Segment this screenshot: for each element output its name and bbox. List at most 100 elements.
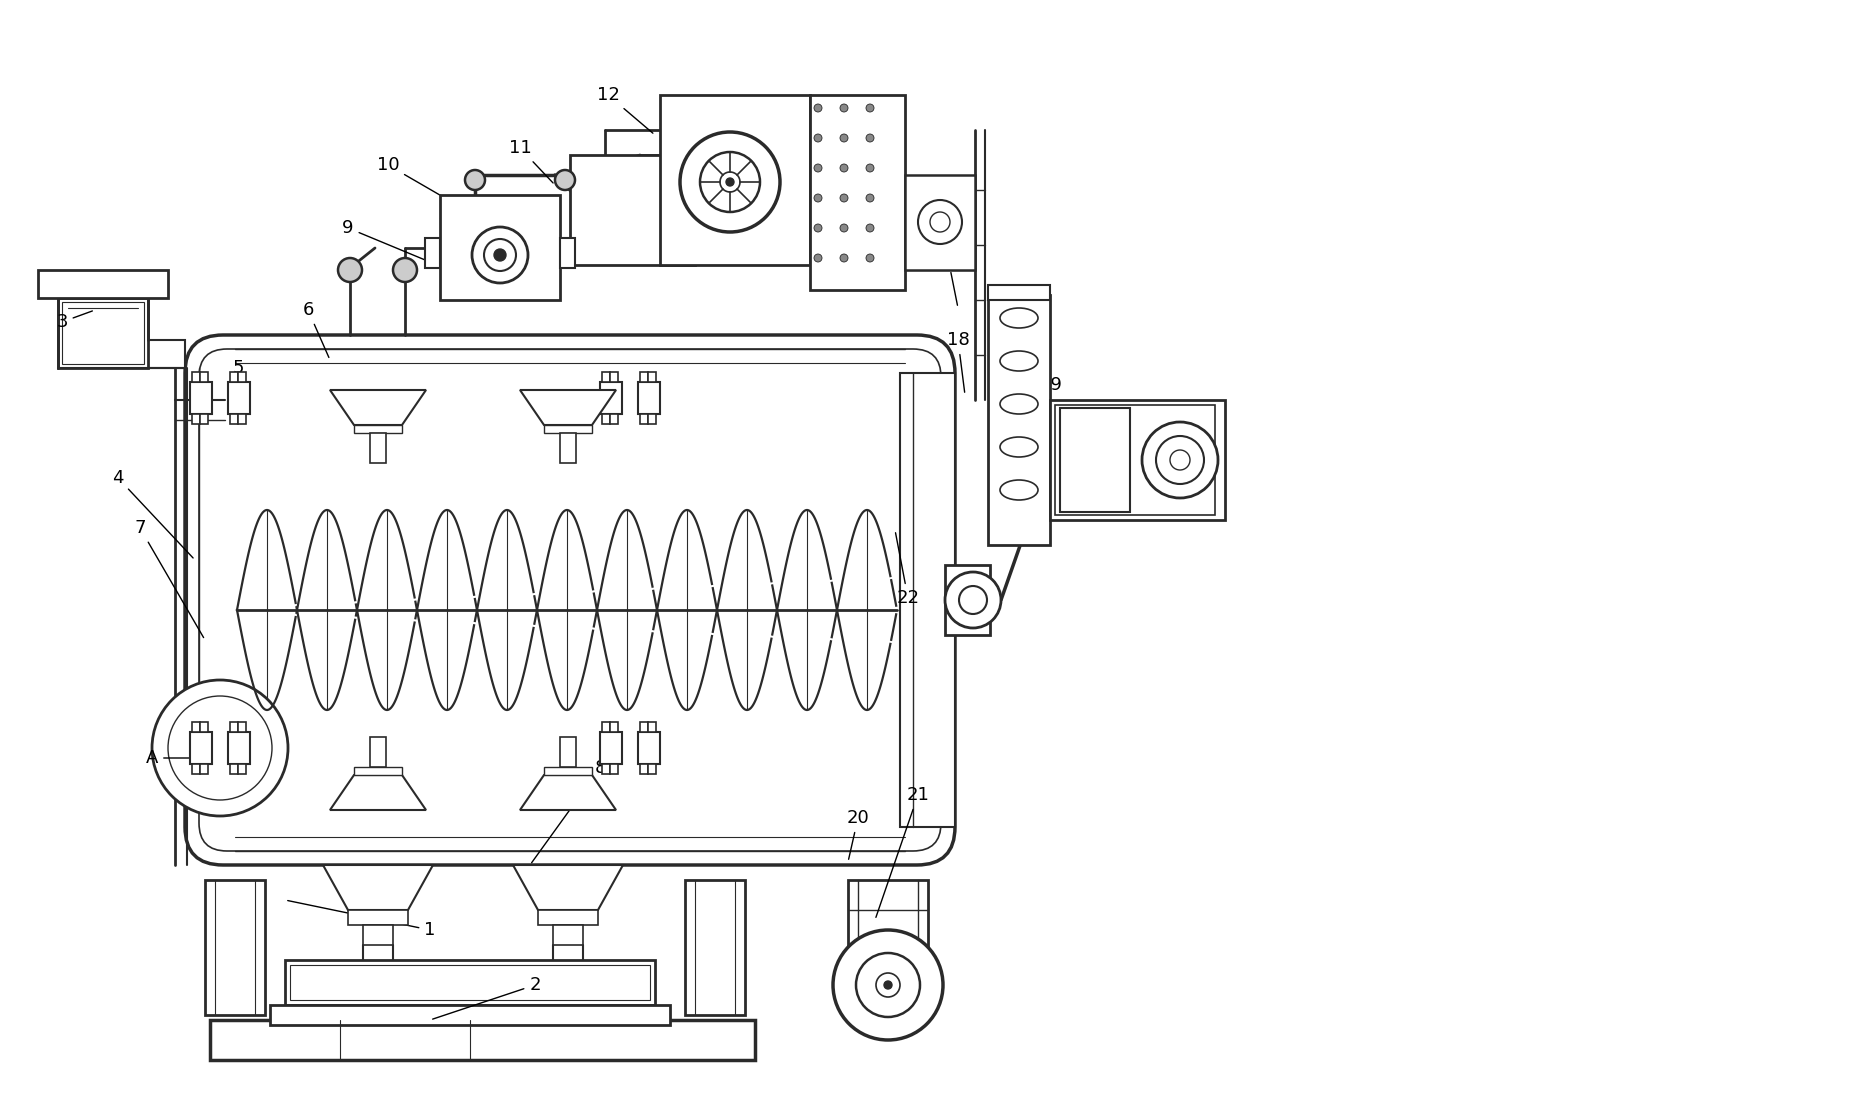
Bar bbox=[1060, 408, 1129, 512]
Bar bbox=[1054, 405, 1216, 515]
Bar bbox=[659, 95, 809, 265]
Bar bbox=[1051, 400, 1225, 520]
Text: 15: 15 bbox=[789, 190, 822, 223]
Bar bbox=[270, 1005, 671, 1025]
Bar bbox=[648, 372, 656, 382]
Circle shape bbox=[472, 227, 528, 283]
Bar bbox=[37, 270, 169, 298]
Text: 19: 19 bbox=[1017, 376, 1062, 438]
Bar bbox=[553, 925, 583, 946]
FancyBboxPatch shape bbox=[185, 334, 955, 865]
Circle shape bbox=[483, 239, 515, 271]
Bar bbox=[639, 733, 659, 764]
Circle shape bbox=[393, 258, 418, 282]
Bar bbox=[648, 414, 656, 424]
Circle shape bbox=[946, 572, 1000, 628]
Bar bbox=[611, 372, 618, 382]
Bar bbox=[543, 767, 592, 775]
Bar bbox=[189, 733, 212, 764]
Circle shape bbox=[865, 104, 875, 112]
Text: 20: 20 bbox=[847, 809, 869, 860]
Circle shape bbox=[465, 169, 485, 190]
Bar bbox=[601, 372, 611, 382]
Circle shape bbox=[815, 104, 822, 112]
Bar bbox=[238, 723, 245, 733]
Bar bbox=[946, 565, 991, 636]
Bar bbox=[560, 237, 575, 268]
Bar bbox=[641, 764, 648, 774]
Bar bbox=[901, 374, 955, 827]
Bar bbox=[560, 737, 577, 767]
Circle shape bbox=[865, 194, 875, 202]
Circle shape bbox=[839, 254, 848, 262]
Bar bbox=[285, 960, 656, 1005]
Bar bbox=[611, 414, 618, 424]
Text: 8: 8 bbox=[532, 759, 605, 863]
Circle shape bbox=[839, 104, 848, 112]
Circle shape bbox=[839, 224, 848, 232]
Text: 4: 4 bbox=[112, 469, 193, 558]
Circle shape bbox=[833, 930, 942, 1040]
Bar bbox=[848, 880, 927, 950]
Bar bbox=[238, 414, 245, 424]
Bar bbox=[543, 425, 592, 433]
Text: 16: 16 bbox=[867, 153, 890, 232]
Bar bbox=[641, 723, 648, 733]
Bar bbox=[569, 155, 695, 265]
Circle shape bbox=[959, 586, 987, 614]
Polygon shape bbox=[322, 865, 433, 910]
Bar bbox=[987, 295, 1051, 545]
Circle shape bbox=[839, 194, 848, 202]
Circle shape bbox=[839, 134, 848, 142]
Circle shape bbox=[152, 680, 288, 816]
Bar bbox=[809, 95, 905, 290]
Bar bbox=[905, 175, 976, 270]
Bar bbox=[648, 723, 656, 733]
Text: 9: 9 bbox=[343, 219, 427, 261]
Bar bbox=[371, 433, 386, 463]
Bar bbox=[601, 723, 611, 733]
Bar bbox=[230, 414, 238, 424]
Bar bbox=[193, 764, 200, 774]
Bar bbox=[193, 372, 200, 382]
Bar bbox=[639, 382, 659, 414]
Bar bbox=[193, 414, 200, 424]
Text: 5: 5 bbox=[229, 359, 243, 397]
Bar bbox=[601, 764, 611, 774]
Circle shape bbox=[701, 152, 760, 212]
Bar bbox=[58, 298, 148, 368]
Text: 14: 14 bbox=[779, 101, 809, 143]
Ellipse shape bbox=[1000, 351, 1038, 371]
Circle shape bbox=[865, 224, 875, 232]
Bar bbox=[238, 372, 245, 382]
Circle shape bbox=[1171, 450, 1189, 471]
Text: 6: 6 bbox=[302, 301, 330, 358]
Circle shape bbox=[815, 194, 822, 202]
Text: 21: 21 bbox=[877, 786, 929, 918]
Polygon shape bbox=[521, 390, 616, 425]
Bar bbox=[601, 414, 611, 424]
Circle shape bbox=[815, 134, 822, 142]
Text: 17: 17 bbox=[936, 249, 959, 306]
Polygon shape bbox=[330, 390, 425, 425]
Bar bbox=[189, 382, 212, 414]
Text: 13: 13 bbox=[697, 109, 738, 153]
Text: 18: 18 bbox=[946, 331, 970, 392]
Text: A: A bbox=[146, 749, 206, 767]
Ellipse shape bbox=[1000, 479, 1038, 500]
Text: 22: 22 bbox=[895, 533, 920, 607]
Circle shape bbox=[931, 212, 950, 232]
Text: 2: 2 bbox=[433, 976, 541, 1019]
Bar bbox=[641, 414, 648, 424]
Circle shape bbox=[865, 134, 875, 142]
Bar bbox=[200, 372, 208, 382]
Circle shape bbox=[865, 164, 875, 172]
Bar bbox=[62, 302, 144, 363]
Circle shape bbox=[1143, 421, 1217, 498]
Circle shape bbox=[727, 178, 734, 186]
Ellipse shape bbox=[1000, 437, 1038, 457]
Bar bbox=[371, 737, 386, 767]
Ellipse shape bbox=[1000, 394, 1038, 414]
Circle shape bbox=[877, 973, 901, 997]
Bar bbox=[204, 880, 264, 1015]
